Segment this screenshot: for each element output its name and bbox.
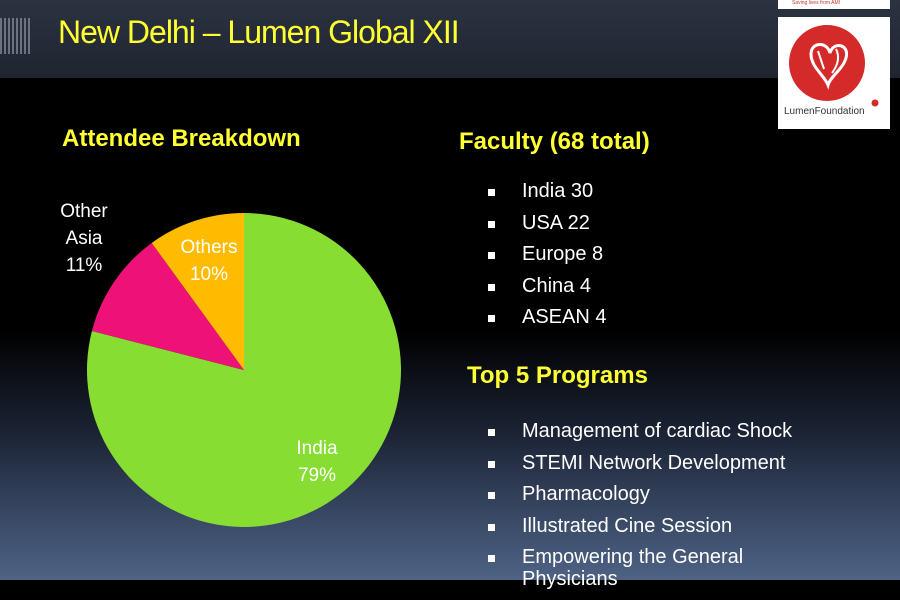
faculty-title: Faculty (68 total): [459, 128, 650, 155]
pie-label-other-asia-name: Other Asia: [60, 201, 108, 249]
bullet-icon: [488, 523, 495, 531]
pie-label-other-asia-value: 11%: [65, 255, 103, 276]
pie-label-others-name: Others: [180, 237, 238, 258]
bullet-icon: [488, 492, 495, 499]
lumen-foundation-logo: LumenFoundation: [778, 17, 890, 129]
pie-label-others: Others 10%: [172, 234, 246, 288]
logo-name: LumenFoundation: [784, 106, 865, 117]
bullet-icon: [488, 220, 495, 228]
slide-header: New Delhi – Lumen Global XII: [0, 0, 900, 78]
bullet-icon: [488, 283, 495, 291]
top-programs-title: Top 5 Programs: [467, 362, 648, 389]
bullet-icon: [488, 460, 495, 468]
bullet-icon: [488, 252, 495, 259]
attendee-breakdown-title: Attendee Breakdown: [62, 125, 301, 152]
logo-tagline-box: Saving lives from AMI: [778, 0, 890, 9]
globe-icon: [871, 99, 879, 107]
pie-slice-other-asia: [91, 242, 245, 370]
slide-title: New Delhi – Lumen Global XII: [58, 14, 460, 50]
pie-label-other-asia: Other Asia 11%: [56, 198, 112, 279]
bullet-icon: [488, 315, 495, 322]
pie-label-india-name: India: [296, 438, 338, 459]
heart-logo-icon: [789, 25, 865, 101]
pie-label-india-value: 79%: [297, 465, 337, 486]
bullet-icon: [488, 429, 495, 436]
bullet-icon: [488, 189, 495, 196]
pie-slice-others: [151, 213, 244, 370]
logo-tagline: Saving lives from AMI: [792, 0, 841, 6]
bullet-icon: [488, 555, 495, 562]
pie-label-others-value: 10%: [189, 264, 229, 285]
pie-label-india: India 79%: [285, 435, 349, 489]
stripes-decoration: [0, 18, 30, 54]
attendee-pie-chart: [87, 213, 401, 527]
